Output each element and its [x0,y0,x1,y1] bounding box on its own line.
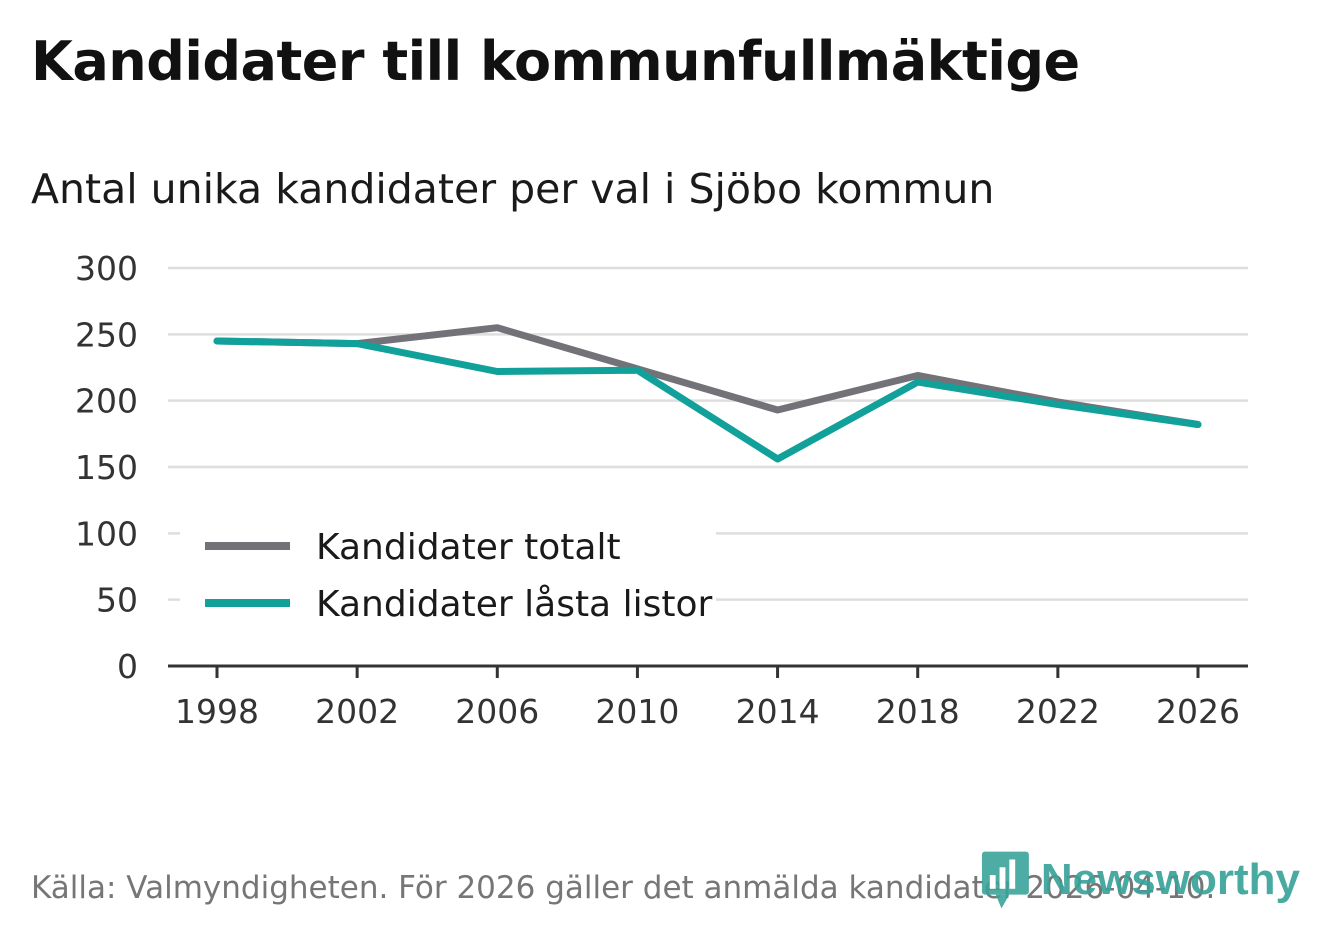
x-tick-label-2026: 2026 [1156,692,1240,731]
x-tick-label-2022: 2022 [1016,692,1100,731]
data-point-s1-2026 [1196,423,1200,427]
legend-label-0: Kandidater totalt [316,527,621,568]
bar-chart-speech-bubble-icon [981,851,1029,909]
logo-text: Newsworthy [1040,855,1300,904]
y-tick-label-150: 150 [75,448,138,487]
data-point-s0-2014 [776,408,780,412]
series-line-1 [213,337,1202,463]
data-point-s1-2022 [1056,403,1060,407]
data-point-s0-2018 [916,373,920,377]
y-tick-label-250: 250 [75,315,138,354]
newsworthy-logo: Newsworthy [980,848,1300,912]
y-tick-label-300: 300 [75,249,138,288]
data-point-s1-2002 [355,342,359,346]
y-tick-label-50: 50 [96,581,138,620]
data-point-s1-2010 [635,368,639,372]
x-tick-label-1998: 1998 [175,692,259,731]
x-tick-label-2018: 2018 [876,692,960,731]
chart-title: Kandidater till kommunfullmäktige [31,30,1080,93]
y-tick-label-200: 200 [75,382,138,421]
x-tick-label-2002: 2002 [315,692,399,731]
data-point-s1-2018 [916,380,920,384]
x-tick-label-2006: 2006 [455,692,539,731]
data-point-s1-1998 [215,339,219,343]
y-tick-label-0: 0 [117,647,138,686]
x-tick-label-2010: 2010 [595,692,679,731]
legend-label-1: Kandidater låsta listor [316,584,712,625]
x-tick-label-2014: 2014 [736,692,820,731]
y-tick-label-100: 100 [75,514,138,553]
chart-subtitle: Antal unika kandidater per val i Sjöbo k… [31,165,995,213]
data-point-s0-2006 [495,326,499,330]
data-point-s1-2014 [776,457,780,461]
data-point-s1-2006 [495,369,499,373]
